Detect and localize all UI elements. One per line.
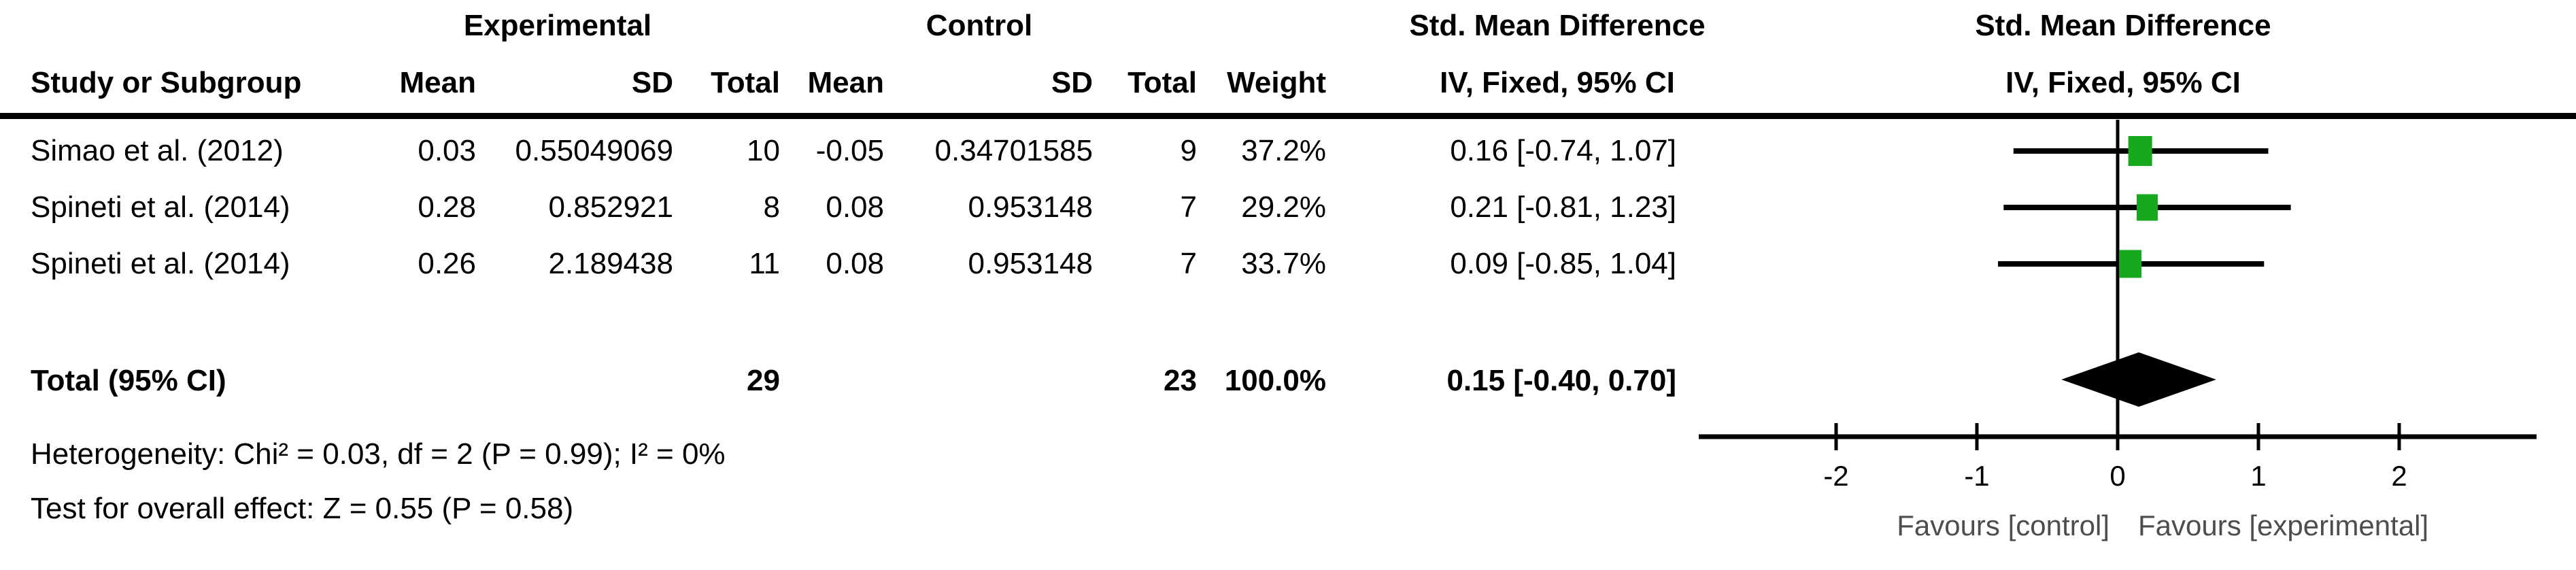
effect-ci-value: 0.09 [-0.85, 1.04] (1450, 247, 1676, 280)
total-exp-value: 8 (763, 190, 780, 224)
effect-ci-value: 0.16 [-0.74, 1.07] (1450, 134, 1676, 167)
col-header-total-ctrl: Total (1128, 66, 1197, 99)
col-header-mean-ctrl: Mean (807, 66, 884, 99)
group-header-smd: Std. Mean Difference (1409, 9, 1706, 42)
col-header-effect: IV, Fixed, 95% CI (1440, 66, 1675, 99)
header-rule (0, 113, 2576, 119)
axis-tick-label: 1 (2250, 460, 2267, 492)
sd-exp-value: 2.189438 (548, 247, 673, 280)
pooled-effect-diamond (2061, 352, 2216, 407)
axis-tick-label: 0 (2109, 460, 2126, 492)
total-effect-ci: 0.15 [-0.40, 0.70] (1446, 364, 1676, 397)
study-name: Spineti et al. (2014) (31, 190, 290, 224)
mean-ctrl-value: -0.05 (815, 134, 884, 167)
group-header-control: Control (926, 9, 1033, 42)
total-exp-value: 10 (747, 134, 780, 167)
plot-header-smd: Std. Mean Difference (1975, 9, 2271, 42)
study-name: Simao et al. (2012) (31, 134, 284, 167)
weight-value: 29.2% (1241, 190, 1326, 224)
col-header-study: Study or Subgroup (31, 66, 302, 99)
mean-exp-value: 0.03 (418, 134, 476, 167)
study-name: Spineti et al. (2014) (31, 247, 290, 280)
total-exp-value: 11 (749, 247, 780, 280)
weight-value: 37.2% (1241, 134, 1326, 167)
heterogeneity-text: Heterogeneity: Chi² = 0.03, df = 2 (P = … (31, 437, 726, 471)
effect-square-marker (2136, 194, 2158, 221)
sd-exp-value: 0.852921 (548, 190, 673, 224)
sd-exp-value: 0.55049069 (515, 134, 673, 167)
axis-tick-label: -1 (1964, 460, 1990, 492)
total-ctrl-sum: 23 (1164, 364, 1197, 397)
plot-header-effect: IV, Fixed, 95% CI (2005, 66, 2241, 99)
effect-square-marker (2119, 250, 2142, 278)
col-header-sd-ctrl: SD (1051, 66, 1093, 99)
total-ctrl-value: 7 (1180, 190, 1197, 224)
weight-value: 33.7% (1241, 247, 1326, 280)
favours-experimental-label: Favours [experimental] (2138, 509, 2429, 541)
favours-control-label: Favours [control] (1897, 509, 2109, 541)
total-exp-sum: 29 (747, 364, 780, 397)
mean-ctrl-value: 0.08 (826, 247, 884, 280)
axis-tick-label: 2 (2391, 460, 2407, 492)
sd-ctrl-value: 0.953148 (968, 247, 1093, 280)
total-weight: 100.0% (1224, 364, 1326, 397)
effect-ci-value: 0.21 [-0.81, 1.23] (1450, 190, 1676, 224)
total-ctrl-value: 9 (1180, 134, 1197, 167)
col-header-weight: Weight (1227, 66, 1326, 99)
sd-ctrl-value: 0.953148 (968, 190, 1093, 224)
group-header-experimental: Experimental (463, 9, 652, 42)
col-header-total-exp: Total (711, 66, 780, 99)
total-ctrl-value: 7 (1180, 247, 1197, 280)
col-header-mean-exp: Mean (399, 66, 476, 99)
mean-exp-value: 0.28 (418, 190, 476, 224)
axis-tick-label: -2 (1823, 460, 1849, 492)
total-label: Total (95% CI) (31, 364, 226, 397)
mean-exp-value: 0.26 (418, 247, 476, 280)
mean-ctrl-value: 0.08 (826, 190, 884, 224)
sd-ctrl-value: 0.34701585 (934, 134, 1093, 167)
overall-effect-text: Test for overall effect: Z = 0.55 (P = 0… (31, 492, 574, 525)
effect-square-marker (2128, 136, 2152, 166)
col-header-sd-exp: SD (631, 66, 673, 99)
